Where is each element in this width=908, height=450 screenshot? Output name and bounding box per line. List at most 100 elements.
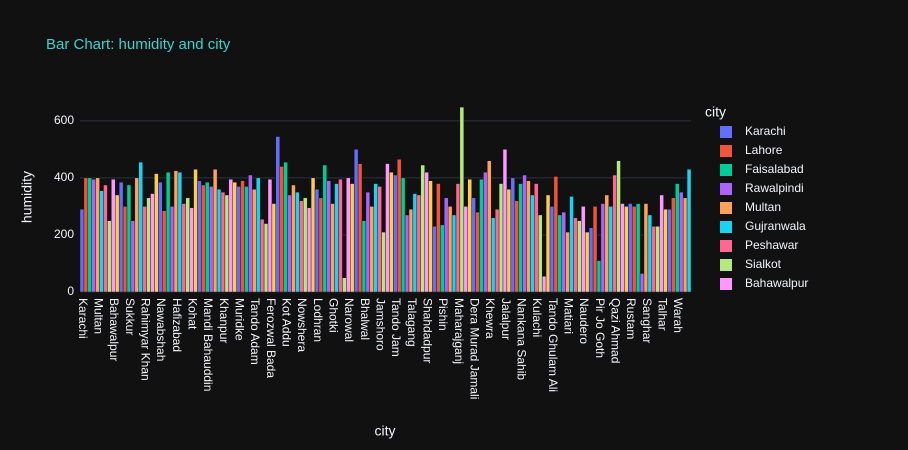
bar bbox=[287, 194, 292, 293]
bar bbox=[346, 177, 351, 293]
x-tick-label: Ferozwal Bada bbox=[264, 298, 278, 378]
x-tick-label: Nankana Sahib bbox=[514, 298, 528, 380]
bar bbox=[263, 223, 269, 293]
bar bbox=[162, 210, 167, 293]
bar bbox=[424, 171, 429, 293]
x-tick-label: Tando Adam bbox=[248, 298, 262, 365]
x-tick-label: Khanpur bbox=[217, 298, 231, 343]
x-tick-label: Matiari bbox=[561, 298, 575, 334]
bar bbox=[169, 206, 175, 293]
bar bbox=[130, 220, 136, 293]
bar bbox=[463, 206, 468, 293]
x-tick-label: Kohat bbox=[185, 298, 199, 330]
bar bbox=[134, 177, 139, 293]
legend-label: Bahawalpur bbox=[745, 276, 808, 290]
bar bbox=[436, 183, 441, 293]
x-tick-label: Tando Ghulam Ali bbox=[546, 298, 560, 392]
bar bbox=[679, 191, 684, 293]
x-tick-label: Sukkur bbox=[123, 298, 137, 335]
bar bbox=[600, 203, 606, 293]
bar bbox=[635, 203, 641, 293]
bar bbox=[138, 161, 143, 293]
bar bbox=[577, 220, 582, 293]
bar bbox=[553, 176, 559, 293]
legend-swatch bbox=[720, 145, 732, 157]
legend-label: Sialkot bbox=[745, 257, 782, 271]
x-tick-label: Kot Addu bbox=[279, 298, 293, 347]
bar bbox=[126, 184, 132, 293]
bar bbox=[330, 203, 335, 293]
bar bbox=[279, 166, 284, 293]
x-tick-label: Bahawalpur bbox=[107, 298, 121, 361]
bar bbox=[115, 194, 120, 293]
bar bbox=[400, 177, 406, 293]
bar bbox=[671, 197, 676, 293]
legend-swatch bbox=[720, 164, 732, 176]
bar bbox=[526, 180, 531, 293]
bar bbox=[624, 206, 629, 293]
bar bbox=[377, 186, 382, 293]
bar bbox=[209, 186, 214, 293]
bar bbox=[581, 206, 586, 293]
bar bbox=[647, 214, 653, 293]
x-tick-label: Kulachi bbox=[530, 298, 544, 337]
bar bbox=[459, 106, 465, 293]
bar bbox=[224, 194, 230, 293]
x-tick-label: Karachi bbox=[76, 298, 90, 339]
bar bbox=[440, 224, 445, 293]
bar bbox=[318, 197, 324, 293]
bar bbox=[541, 276, 547, 293]
bar bbox=[451, 214, 457, 293]
x-tick-label: Naudero bbox=[577, 298, 591, 344]
bar bbox=[659, 194, 664, 293]
bar bbox=[181, 203, 186, 293]
x-tick-label: Nawabshah bbox=[154, 298, 168, 361]
bar bbox=[193, 169, 198, 293]
bar bbox=[322, 164, 327, 293]
bar bbox=[557, 214, 562, 293]
bar bbox=[483, 171, 488, 293]
bar bbox=[444, 197, 449, 293]
bar bbox=[596, 260, 602, 293]
legend-swatch bbox=[720, 183, 732, 195]
bar bbox=[99, 190, 104, 293]
bar bbox=[216, 189, 222, 293]
bar bbox=[197, 180, 202, 293]
bar bbox=[306, 207, 312, 293]
bar bbox=[643, 203, 649, 293]
bar bbox=[420, 164, 425, 293]
x-tick-label: Talhar bbox=[655, 298, 669, 331]
bar bbox=[549, 206, 555, 293]
bar bbox=[291, 184, 296, 293]
bar bbox=[475, 211, 480, 293]
bar bbox=[310, 177, 316, 293]
bar bbox=[471, 197, 476, 293]
bar bbox=[118, 181, 124, 293]
bar bbox=[212, 169, 218, 293]
bar bbox=[479, 179, 484, 293]
x-tick-label: Ghotki bbox=[326, 298, 340, 333]
bar bbox=[616, 160, 621, 293]
bar bbox=[522, 174, 527, 293]
bar bbox=[592, 206, 598, 293]
bar bbox=[201, 184, 206, 293]
bar bbox=[228, 179, 233, 293]
bar bbox=[369, 206, 374, 293]
legend-label: Gujranwala bbox=[745, 219, 806, 233]
bar bbox=[158, 181, 163, 293]
bar bbox=[299, 200, 304, 293]
bar bbox=[357, 163, 363, 293]
x-tick-label: Tando Jam bbox=[389, 298, 403, 357]
bar bbox=[569, 196, 574, 293]
bar bbox=[142, 206, 147, 293]
bar bbox=[338, 179, 343, 293]
bar bbox=[518, 183, 523, 293]
bar bbox=[510, 177, 515, 293]
x-tick-label: Narowal bbox=[342, 298, 356, 342]
bar bbox=[150, 193, 155, 293]
bar bbox=[271, 203, 277, 293]
x-tick-label: Pishin bbox=[436, 298, 450, 331]
bar bbox=[303, 197, 308, 293]
x-tick-label: Shahdadpur bbox=[420, 298, 434, 363]
